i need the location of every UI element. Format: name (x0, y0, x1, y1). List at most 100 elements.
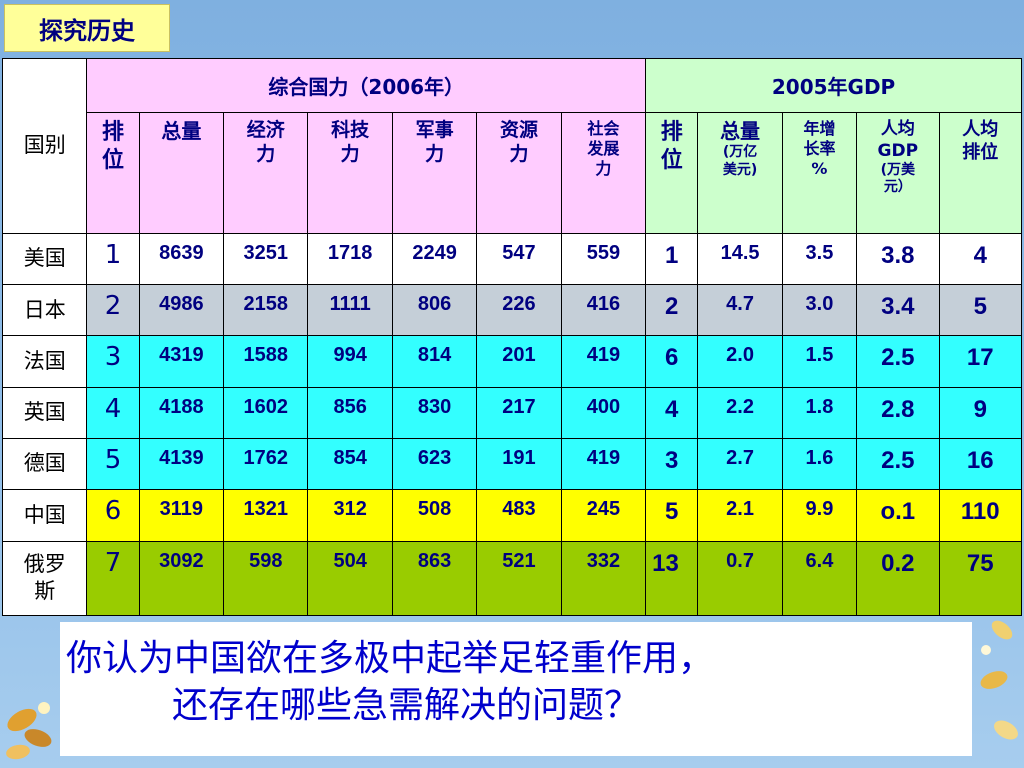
cell-economy: 3251 (223, 232, 309, 286)
cell-social: 245 (560, 489, 647, 542)
cell-growth: 3.5 (781, 232, 858, 286)
cell-gdp-rank: 2 (645, 284, 699, 337)
cell-social: 559 (560, 232, 647, 286)
cell-tech: 1718 (307, 232, 393, 286)
cell-power-rank: 2 (86, 284, 140, 337)
cell-country: 美国 (1, 232, 88, 286)
cell-gdp-rank: 4 (645, 386, 699, 440)
cell-military: 806 (391, 284, 478, 337)
cell-country: 中国 (1, 489, 88, 542)
national-power-table: 国别 综合国力（2006年） 2005年GDP 排 位 总量 经济 力 科技 力… (1, 57, 1023, 617)
cell-economy: 1602 (223, 386, 309, 440)
cell-power-rank: 6 (86, 489, 140, 542)
table-row: 德国 5 4139 1762 854 623 191 419 3 2.7 1.6 2.5 16 (1, 437, 1023, 491)
country-header: 国别 (1, 58, 88, 234)
cell-power-rank: 3 (86, 335, 140, 388)
cell-social: 419 (560, 335, 647, 388)
discussion-question: 你认为中国欲在多极中起举足轻重作用， 还存在哪些急需解决的问题？ (60, 622, 972, 756)
cell-country: 英国 (1, 386, 88, 440)
cell-social: 332 (560, 540, 647, 617)
cell-economy: 1762 (223, 437, 309, 491)
cell-power-rank: 5 (86, 437, 140, 491)
cell-growth: 3.0 (781, 284, 858, 337)
cell-resource: 483 (476, 489, 562, 542)
cell-country: 德国 (1, 437, 88, 491)
header-per-capita-rank: 人均 排位 (938, 112, 1023, 234)
header-growth: 年增 长率 % (781, 112, 858, 234)
cell-economy: 598 (223, 540, 309, 617)
cell-power-rank: 7 (86, 540, 140, 617)
cell-growth: 6.4 (781, 540, 858, 617)
header-economy: 经济 力 (223, 112, 309, 234)
cell-power-total: 4319 (138, 335, 225, 388)
header-per-capita-label: 人均 GDP (877, 119, 919, 161)
cell-per-capita: 3.4 (856, 284, 940, 337)
table-row: 俄罗 斯 7 3092 598 504 863 521 332 13 0.7 6.4 0.2 75 (1, 540, 1023, 617)
cell-power-total: 3092 (138, 540, 225, 617)
header-gdp-total-label: 总量 (720, 119, 761, 144)
header-per-capita: 人均 GDP (万美 元） (856, 112, 940, 234)
cell-tech: 312 (307, 489, 393, 542)
group-header-gdp: 2005年GDP (645, 57, 1022, 114)
cell-military: 2249 (391, 232, 478, 286)
cell-gdp-rank: 5 (645, 489, 699, 542)
flower-decoration-icon (980, 620, 1018, 740)
cell-gdp-total: 4.7 (697, 284, 783, 337)
cell-military: 508 (391, 489, 478, 542)
header-military: 军事 力 (391, 112, 478, 234)
table-row: 英国 4 4188 1602 856 830 217 400 4 2.2 1.8 2.8 9 (1, 386, 1023, 440)
cell-resource: 191 (476, 437, 562, 491)
cell-resource: 201 (476, 335, 562, 388)
cell-growth: 9.9 (781, 489, 858, 542)
cell-resource: 217 (476, 386, 562, 440)
cell-growth: 1.5 (781, 335, 858, 388)
cell-country: 法国 (1, 335, 88, 388)
table-row: 美国 1 8639 3251 1718 2249 547 559 1 14.5 3.5 3.8 4 (1, 232, 1023, 286)
cell-per-capita-rank: 17 (938, 335, 1023, 388)
cell-per-capita-rank: 4 (938, 232, 1023, 286)
table-row: 法国 3 4319 1588 994 814 201 419 6 2.0 1.5 2.5 17 (1, 335, 1023, 388)
header-gdp-total-unit: (万亿 美元) (722, 144, 758, 178)
section-badge: 探究历史 (4, 4, 170, 52)
cell-gdp-total: 2.7 (697, 437, 783, 491)
cell-tech: 504 (307, 540, 393, 617)
header-tech: 科技 力 (307, 112, 393, 234)
cell-power-total: 4986 (138, 284, 225, 337)
cell-per-capita: 3.8 (856, 232, 940, 286)
cell-per-capita-rank: 110 (938, 489, 1023, 542)
cell-per-capita-rank: 75 (938, 540, 1023, 617)
cell-gdp-rank: 1 (645, 232, 699, 286)
cell-power-rank: 4 (86, 386, 140, 440)
cell-resource: 521 (476, 540, 562, 617)
cell-military: 863 (391, 540, 478, 617)
cell-growth: 1.8 (781, 386, 858, 440)
cell-per-capita-rank: 5 (938, 284, 1023, 337)
cell-gdp-total: 2.1 (697, 489, 783, 542)
cell-economy: 1321 (223, 489, 309, 542)
cell-per-capita: 2.5 (856, 437, 940, 491)
cell-military: 830 (391, 386, 478, 440)
cell-growth: 1.6 (781, 437, 858, 491)
header-power-total: 总量 (138, 112, 225, 234)
header-gdp-total: 总量 (万亿 美元) (697, 112, 783, 234)
cell-per-capita: 0.2 (856, 540, 940, 617)
cell-power-total: 3119 (138, 489, 225, 542)
cell-country: 俄罗 斯 (1, 540, 88, 617)
cell-gdp-total: 2.2 (697, 386, 783, 440)
cell-gdp-rank: 13 (645, 540, 699, 617)
cell-social: 416 (560, 284, 647, 337)
cell-resource: 547 (476, 232, 562, 286)
cell-gdp-total: 2.0 (697, 335, 783, 388)
cell-gdp-total: 14.5 (697, 232, 783, 286)
cell-social: 400 (560, 386, 647, 440)
question-line-2: 还存在哪些急需解决的问题？ (172, 684, 641, 726)
cell-gdp-rank: 3 (645, 437, 699, 491)
cell-per-capita: o.1 (856, 489, 940, 542)
cell-military: 814 (391, 335, 478, 388)
cell-gdp-rank: 6 (645, 335, 699, 388)
cell-per-capita: 2.5 (856, 335, 940, 388)
table-row: 中国 6 3119 1321 312 508 483 245 5 2.1 9.9 o.1 110 (1, 489, 1023, 542)
header-resource: 资源 力 (476, 112, 562, 234)
cell-military: 623 (391, 437, 478, 491)
cell-gdp-total: 0.7 (697, 540, 783, 617)
